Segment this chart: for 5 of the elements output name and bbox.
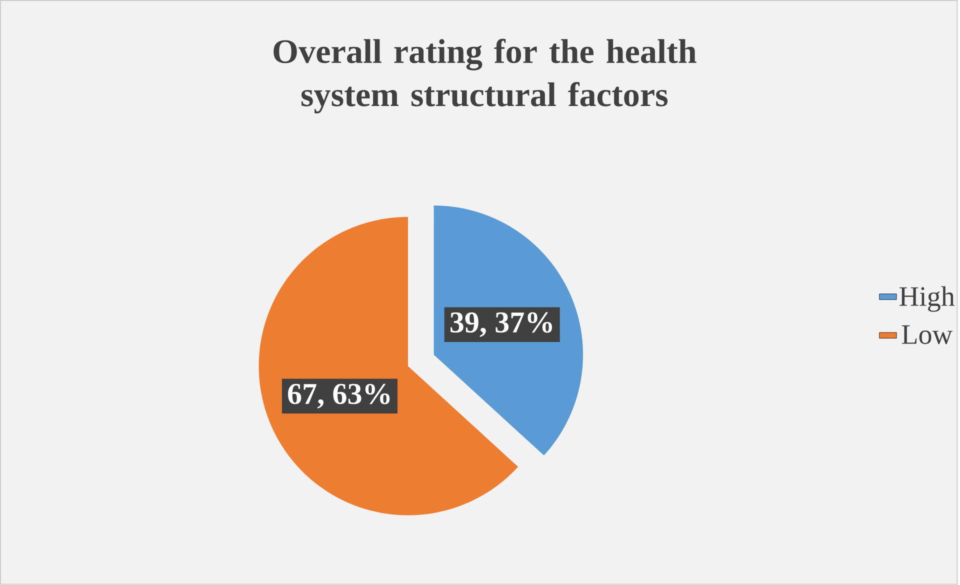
data-label: 67, 63% [288, 384, 390, 409]
legend-label: Low [902, 326, 953, 344]
chart-title: Overall rating for the health system structural factors [274, 38, 696, 114]
legend-label: High [900, 286, 955, 312]
data-label: 39, 37% [450, 312, 552, 338]
